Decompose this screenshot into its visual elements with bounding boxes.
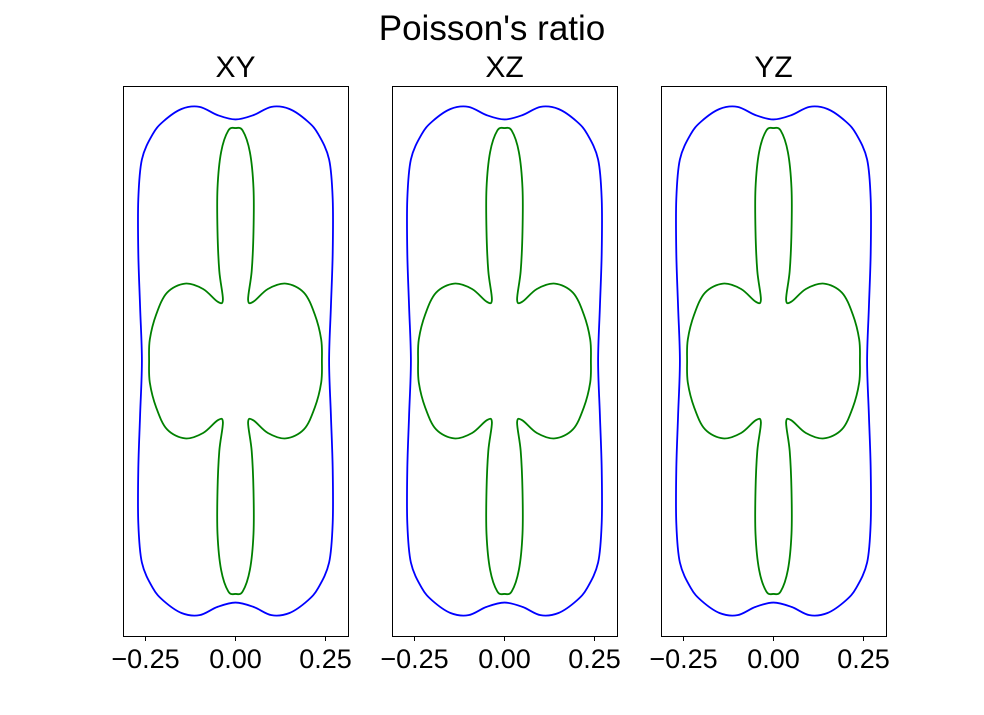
series-inner-curve-yz bbox=[686, 126, 861, 596]
x-tick-label-xz-0: −0.25 bbox=[380, 644, 448, 674]
subplot-yz: YZ −0.25 0.00 0.25 bbox=[649, 51, 889, 674]
x-tick-label-yz-0: −0.25 bbox=[649, 644, 717, 674]
x-tick-label-xz-2: 0.25 bbox=[568, 644, 621, 674]
series-outer-curve-yz bbox=[675, 105, 872, 617]
x-tick-label-xy-2: 0.25 bbox=[299, 644, 352, 674]
subplot-xz: XZ −0.25 0.00 0.25 bbox=[380, 51, 620, 674]
series-outer-curve-xz bbox=[406, 105, 603, 617]
x-tick-label-yz-2: 0.25 bbox=[837, 644, 890, 674]
subplot-title-xz: XZ bbox=[485, 51, 523, 84]
x-tick-label-xy-1: 0.00 bbox=[209, 644, 262, 674]
subplot-grid: XY −0.25 0.00 0.25 XZ −0.25 0.00 0.25 YZ −0.25 0.0… bbox=[111, 51, 889, 674]
subplot-title-xy: XY bbox=[215, 51, 255, 84]
series-inner-curve-xy bbox=[148, 126, 323, 596]
x-tick-label-xz-1: 0.00 bbox=[478, 644, 531, 674]
subplot-xy: XY −0.25 0.00 0.25 bbox=[111, 51, 351, 674]
figure-title: Poisson's ratio bbox=[379, 9, 606, 48]
x-tick-label-yz-1: 0.00 bbox=[747, 644, 800, 674]
series-outer-curve-xy bbox=[137, 105, 334, 617]
subplot-title-yz: YZ bbox=[754, 51, 792, 84]
x-tick-label-xy-0: −0.25 bbox=[111, 644, 179, 674]
series-inner-curve-xz bbox=[417, 126, 592, 596]
